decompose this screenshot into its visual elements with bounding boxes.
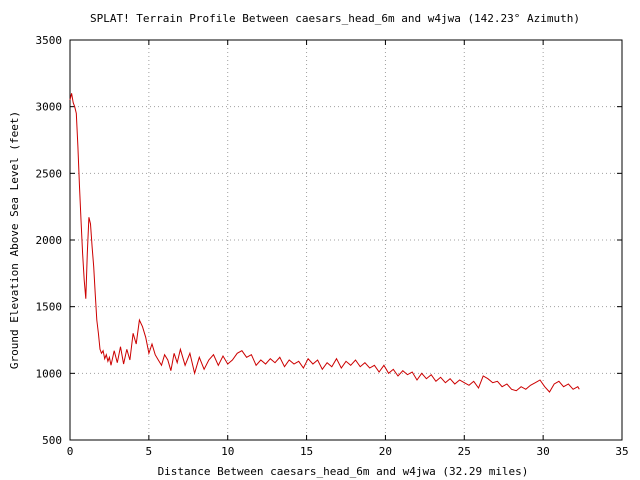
x-tick-label: 30	[537, 445, 550, 458]
y-tick-label: 1500	[36, 301, 63, 314]
x-tick-label: 5	[146, 445, 153, 458]
x-tick-label: 20	[379, 445, 392, 458]
chart-title: SPLAT! Terrain Profile Between caesars_h…	[90, 12, 580, 25]
x-tick-labels: 0 5 10 15 20 25 30 35	[67, 445, 629, 458]
elevation-profile-line	[69, 93, 580, 393]
x-tick-label: 0	[67, 445, 74, 458]
x-tick-label: 25	[458, 445, 471, 458]
axis-ticks	[69, 39, 623, 441]
x-tick-label: 35	[615, 445, 628, 458]
y-tick-label: 3000	[36, 101, 63, 114]
y-tick-labels: 500 1000 1500 2000 2500 3000 3500	[36, 34, 63, 447]
y-tick-label: 3500	[36, 34, 63, 47]
x-axis-label: Distance Between caesars_head_6m and w4j…	[158, 465, 529, 478]
x-tick-label: 10	[221, 445, 234, 458]
y-tick-label: 2000	[36, 234, 63, 247]
grid-lines	[70, 40, 622, 440]
y-tick-label: 2500	[36, 167, 63, 180]
x-tick-label: 15	[300, 445, 313, 458]
y-tick-label: 1000	[36, 367, 63, 380]
y-axis-label: Ground Elevation Above Sea Level (feet)	[8, 111, 21, 369]
y-tick-label: 500	[42, 434, 62, 447]
